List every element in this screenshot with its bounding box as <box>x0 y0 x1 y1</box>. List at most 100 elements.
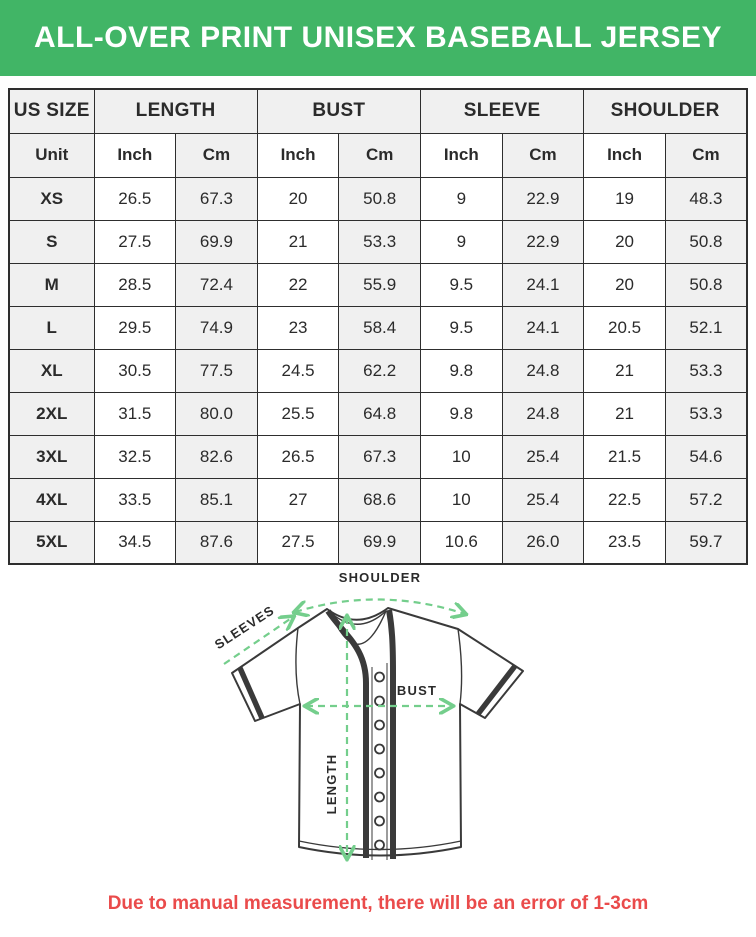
unit-header-cell: Unit <box>8 132 95 178</box>
value-cell: 53.3 <box>338 219 421 264</box>
value-cell: 27.5 <box>93 219 177 264</box>
banner: ALL-OVER PRINT UNISEX BASEBALL JERSEY <box>0 0 756 76</box>
table-row: XL 30.5 77.5 24.5 62.2 9.8 24.8 21 53.3 <box>8 348 748 393</box>
value-cell: 52.1 <box>664 305 748 350</box>
value-cell: 10 <box>420 434 503 479</box>
jersey-outline <box>231 607 524 857</box>
value-cell: 23 <box>256 305 340 350</box>
value-cell: 23.5 <box>583 520 666 565</box>
table-row: 2XL 31.5 80.0 25.5 64.8 9.8 24.8 21 53.3 <box>8 391 748 436</box>
value-cell: 25.5 <box>256 391 340 436</box>
size-cell: XS <box>8 176 95 221</box>
unit-cell-inch: Inch <box>583 132 666 178</box>
value-cell: 31.5 <box>93 391 177 436</box>
table-row: L 29.5 74.9 23 58.4 9.5 24.1 20.5 52.1 <box>8 305 748 350</box>
value-cell: 53.3 <box>664 348 748 393</box>
length-annotation: LENGTH <box>324 617 347 858</box>
value-cell: 21 <box>583 348 666 393</box>
sleeves-label: SLEEVES <box>212 602 278 652</box>
value-cell: 32.5 <box>93 434 177 479</box>
shoulder-label: SHOULDER <box>339 571 422 585</box>
value-cell: 9.5 <box>420 305 503 350</box>
value-cell: 69.9 <box>175 219 258 264</box>
value-cell: 24.8 <box>501 348 585 393</box>
unit-cell-cm: Cm <box>664 132 748 178</box>
value-cell: 50.8 <box>338 176 421 221</box>
value-cell: 64.8 <box>338 391 421 436</box>
value-cell: 24.5 <box>256 348 340 393</box>
value-cell: 80.0 <box>175 391 258 436</box>
value-cell: 9 <box>420 219 503 264</box>
sleeve-header: SLEEVE <box>419 88 585 134</box>
value-cell: 19 <box>583 176 666 221</box>
table-group-header-row: US SIZE LENGTH BUST SLEEVE SHOULDER <box>8 88 748 134</box>
value-cell: 25.4 <box>501 434 585 479</box>
size-cell: S <box>8 219 95 264</box>
value-cell: 50.8 <box>664 262 748 307</box>
value-cell: 74.9 <box>175 305 258 350</box>
value-cell: 28.5 <box>93 262 177 307</box>
value-cell: 26.5 <box>256 434 340 479</box>
table-row: M 28.5 72.4 22 55.9 9.5 24.1 20 50.8 <box>8 262 748 307</box>
value-cell: 24.1 <box>501 262 585 307</box>
table-unit-row: Unit Inch Cm Inch Cm Inch Cm Inch Cm <box>8 132 748 178</box>
size-table: US SIZE LENGTH BUST SLEEVE SHOULDER Unit… <box>8 88 748 565</box>
value-cell: 82.6 <box>175 434 258 479</box>
value-cell: 87.6 <box>175 520 258 565</box>
shoulder-annotation: SHOULDER <box>295 571 465 614</box>
value-cell: 9.8 <box>420 348 503 393</box>
value-cell: 57.2 <box>664 477 748 522</box>
value-cell: 21 <box>256 219 340 264</box>
bust-header: BUST <box>256 88 422 134</box>
value-cell: 22.9 <box>501 219 585 264</box>
value-cell: 20 <box>583 219 666 264</box>
table-row: 3XL 32.5 82.6 26.5 67.3 10 25.4 21.5 54.6 <box>8 434 748 479</box>
value-cell: 30.5 <box>93 348 177 393</box>
value-cell: 21 <box>583 391 666 436</box>
unit-cell-cm: Cm <box>175 132 258 178</box>
value-cell: 55.9 <box>338 262 421 307</box>
page-title: ALL-OVER PRINT UNISEX BASEBALL JERSEY <box>33 21 723 54</box>
unit-cell-inch: Inch <box>93 132 177 178</box>
value-cell: 27 <box>256 477 340 522</box>
value-cell: 48.3 <box>664 176 748 221</box>
size-cell: 5XL <box>8 520 95 565</box>
value-cell: 25.4 <box>501 477 585 522</box>
value-cell: 9.8 <box>420 391 503 436</box>
value-cell: 10 <box>420 477 503 522</box>
value-cell: 9.5 <box>420 262 503 307</box>
value-cell: 10.6 <box>420 520 503 565</box>
value-cell: 50.8 <box>664 219 748 264</box>
value-cell: 22 <box>256 262 340 307</box>
size-table-body: XS 26.5 67.3 20 50.8 9 22.9 19 48.3 S 27.5 69.9 21 53… <box>8 176 748 565</box>
measurement-note: Due to manual measurement, there will be… <box>107 893 649 914</box>
size-cell: L <box>8 305 95 350</box>
value-cell: 20.5 <box>583 305 666 350</box>
table-row: 5XL 34.5 87.6 27.5 69.9 10.6 26.0 23.5 59.7 <box>8 520 748 565</box>
value-cell: 24.8 <box>501 391 585 436</box>
jersey-cuff-trim <box>237 664 518 720</box>
value-cell: 26.0 <box>501 520 585 565</box>
unit-cell-cm: Cm <box>338 132 421 178</box>
value-cell: 53.3 <box>664 391 748 436</box>
value-cell: 26.5 <box>93 176 177 221</box>
value-cell: 33.5 <box>93 477 177 522</box>
value-cell: 22.9 <box>501 176 585 221</box>
value-cell: 34.5 <box>93 520 177 565</box>
value-cell: 67.3 <box>175 176 258 221</box>
table-row: XS 26.5 67.3 20 50.8 9 22.9 19 48.3 <box>8 176 748 221</box>
value-cell: 29.5 <box>93 305 177 350</box>
unit-cell-inch: Inch <box>420 132 503 178</box>
value-cell: 21.5 <box>583 434 666 479</box>
value-cell: 58.4 <box>338 305 421 350</box>
value-cell: 9 <box>420 176 503 221</box>
size-cell: M <box>8 262 95 307</box>
length-header: LENGTH <box>93 88 258 134</box>
size-cell: 4XL <box>8 477 95 522</box>
value-cell: 62.2 <box>338 348 421 393</box>
value-cell: 27.5 <box>256 520 340 565</box>
value-cell: 22.5 <box>583 477 666 522</box>
shoulder-header: SHOULDER <box>583 88 748 134</box>
size-cell: 3XL <box>8 434 95 479</box>
